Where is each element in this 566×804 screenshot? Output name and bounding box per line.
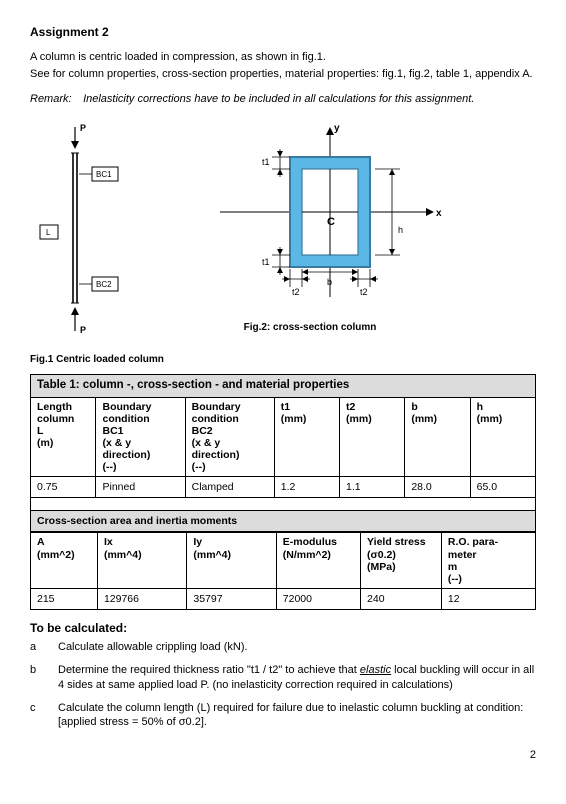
table-section2-title: Cross-section area and inertia moments — [31, 511, 536, 532]
td-yield: 240 — [361, 588, 442, 609]
fig1-p-top: P — [80, 123, 86, 133]
remark-text: Inelasticity corrections have to be incl… — [83, 93, 474, 105]
th-length: Length column L (m) — [31, 397, 96, 476]
td-t1: 1.2 — [274, 477, 339, 498]
calc-text-a: Calculate allowable crippling load (kN). — [58, 640, 536, 655]
calc-item-c: c Calculate the column length (L) requir… — [30, 701, 536, 731]
calc-text-c: Calculate the column length (L) required… — [58, 701, 536, 731]
fig2-y: y — [334, 123, 340, 134]
td-bc2: Clamped — [185, 477, 274, 498]
table-header-row-1: Length column L (m) Boundary condition B… — [31, 397, 536, 476]
td-length: 0.75 — [31, 477, 96, 498]
fig1-bc1: BC1 — [96, 170, 112, 179]
table-title: Table 1: column -, cross-section - and m… — [31, 375, 536, 398]
calc-item-b: b Determine the required thickness ratio… — [30, 663, 536, 693]
calc-key-b: b — [30, 663, 58, 693]
fig1-l: L — [46, 228, 51, 237]
th-a: A (mm^2) — [31, 533, 98, 588]
fig1: P BC1 L BC2 — [30, 117, 160, 347]
fig2-svg: x y C — [200, 117, 460, 307]
th-t2: t2 (mm) — [340, 397, 405, 476]
table-data-row-2: 215 129766 35797 72000 240 12 — [31, 588, 536, 609]
page-number: 2 — [30, 748, 536, 763]
th-iy: Iy (mm^4) — [187, 533, 276, 588]
remark-label: Remark: — [30, 92, 80, 107]
td-e: 72000 — [276, 588, 360, 609]
td-h: 65.0 — [470, 477, 535, 498]
th-b: b (mm) — [405, 397, 470, 476]
th-ro: R.O. para- meter m (--) — [441, 533, 535, 588]
page-title: Assignment 2 — [30, 24, 536, 40]
td-iy: 35797 — [187, 588, 276, 609]
intro-line-2: See for column properties, cross-section… — [30, 67, 536, 82]
page: Assignment 2 A column is centric loaded … — [0, 0, 566, 787]
td-bc1: Pinned — [96, 477, 185, 498]
th-t1: t1 (mm) — [274, 397, 339, 476]
fig2-t1-top: t1 — [262, 157, 270, 167]
th-h: h (mm) — [470, 397, 535, 476]
th-yield: Yield stress (σ0.2) (MPa) — [361, 533, 442, 588]
td-ro: 12 — [441, 588, 535, 609]
th-bc2: Boundary condition BC2 (x & y direction)… — [185, 397, 274, 476]
table-section2-title-row: Cross-section area and inertia moments — [31, 511, 536, 532]
table-1b: A (mm^2) Ix (mm^4) Iy (mm^4) E-modulus (… — [30, 532, 536, 609]
th-e: E-modulus (N/mm^2) — [276, 533, 360, 588]
th-ix: Ix (mm^4) — [97, 533, 186, 588]
table-data-row-1: 0.75 Pinned Clamped 1.2 1.1 28.0 65.0 — [31, 477, 536, 498]
fig2-c: C — [327, 216, 335, 228]
fig2-t2-left: t2 — [292, 287, 300, 297]
fig2-x: x — [436, 208, 442, 219]
th-bc1: Boundary condition BC1 (x & y direction)… — [96, 397, 185, 476]
fig2-b: b — [327, 277, 332, 287]
fig1-p-bot: P — [80, 325, 86, 335]
fig1-caption: Fig.1 Centric loaded column — [30, 353, 536, 367]
td-a: 215 — [31, 588, 98, 609]
calc-item-a: a Calculate allowable crippling load (kN… — [30, 640, 536, 655]
fig2-container: x y C — [160, 117, 460, 335]
fig2: x y C — [200, 117, 460, 317]
td-b: 28.0 — [405, 477, 470, 498]
td-t2: 1.1 — [340, 477, 405, 498]
intro-line-1: A column is centric loaded in compressio… — [30, 50, 536, 65]
fig1-bc2: BC2 — [96, 280, 112, 289]
calc-key-c: c — [30, 701, 58, 731]
calc-title: To be calculated: — [30, 620, 536, 636]
fig2-t2-right: t2 — [360, 287, 368, 297]
fig1-svg: P BC1 L BC2 — [30, 117, 160, 347]
fig2-t1-bot: t1 — [262, 257, 270, 267]
fig2-h: h — [398, 225, 403, 235]
figures-row: P BC1 L BC2 — [30, 117, 536, 347]
remark-row: Remark: Inelasticity corrections have to… — [30, 92, 536, 107]
table-title-row: Table 1: column -, cross-section - and m… — [31, 375, 536, 398]
fig1-container: P BC1 L BC2 — [30, 117, 160, 347]
fig2-caption: Fig.2: cross-section column — [160, 321, 460, 335]
table-header-row-2: A (mm^2) Ix (mm^4) Iy (mm^4) E-modulus (… — [31, 533, 536, 588]
calc-key-a: a — [30, 640, 58, 655]
table-1: Table 1: column -, cross-section - and m… — [30, 374, 536, 532]
table-spacer — [31, 498, 536, 511]
td-ix: 129766 — [97, 588, 186, 609]
calc-text-b: Determine the required thickness ratio "… — [58, 663, 536, 693]
